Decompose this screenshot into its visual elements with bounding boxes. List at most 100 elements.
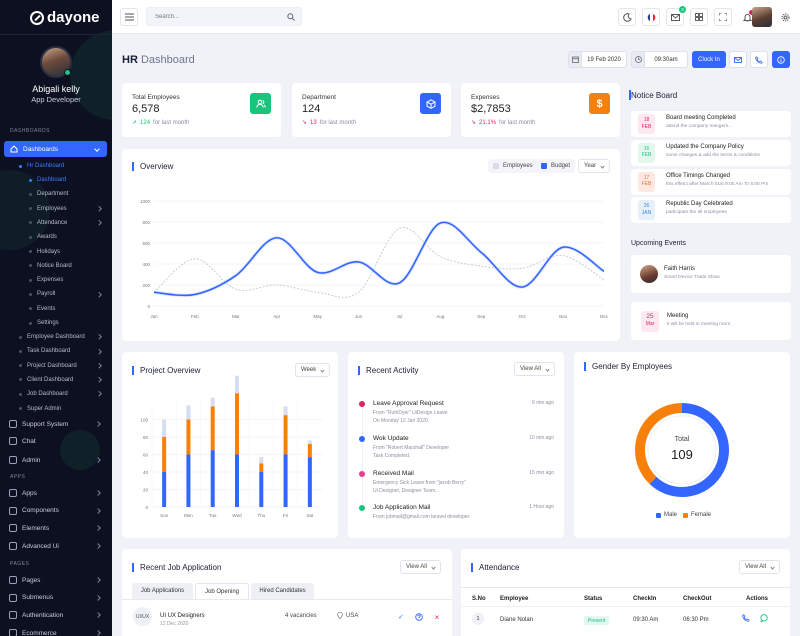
- job-title[interactable]: UI UX Designers: [160, 613, 205, 619]
- sidebar-subitem[interactable]: Holidays: [0, 246, 112, 258]
- time-field[interactable]: 09:30am: [631, 51, 688, 68]
- sidebar-item[interactable]: Admin: [0, 452, 112, 468]
- close-icon[interactable]: ×: [434, 612, 440, 622]
- notifications-button[interactable]: [738, 8, 756, 26]
- bullet-icon: [29, 321, 32, 325]
- sidebar-subitem[interactable]: Expenses: [0, 274, 112, 286]
- stat-card-expenses: Expenses $2,7853 ➘ 21.1% for last month $: [461, 83, 620, 137]
- sidebar-item[interactable]: Support System: [0, 416, 112, 432]
- sidebar-item[interactable]: Super Admin: [0, 403, 112, 415]
- stat-label: Total Employees: [132, 94, 180, 101]
- language-button[interactable]: [642, 8, 660, 26]
- settings-button[interactable]: [776, 8, 794, 26]
- sidebar-subitem[interactable]: Attendance: [0, 217, 112, 229]
- event-item[interactable]: 25 Mar Meeting it will be held in meeting…: [631, 302, 791, 340]
- tab-job-opening[interactable]: Job Opening: [195, 583, 249, 599]
- event-item[interactable]: Faith Harris Smart Device Trade Show: [631, 255, 791, 293]
- legend-budget[interactable]: Budget: [536, 159, 576, 173]
- clock-in-button[interactable]: Clock In: [692, 51, 726, 68]
- activity-time: 15 min ago: [529, 470, 554, 476]
- search-input[interactable]: [147, 8, 277, 25]
- notice-item[interactable]: 17 FEB Office Timings Changed this effetc…: [631, 168, 791, 195]
- chevron-right-icon: [95, 334, 101, 340]
- arrow-down-icon: ➘: [471, 120, 477, 126]
- home-icon: [10, 145, 18, 153]
- submenus-icon: [9, 593, 17, 602]
- employee-name[interactable]: Diane Nolan: [500, 617, 534, 623]
- tab-hired-candidates[interactable]: Hired Candidates: [251, 583, 314, 599]
- phone-icon: [755, 55, 763, 64]
- sidebar-subitem[interactable]: Events: [0, 303, 112, 315]
- sidebar-subitem[interactable]: Awards: [0, 231, 112, 243]
- sidebar-item[interactable]: Components: [0, 503, 112, 519]
- stat-value: $2,7853: [471, 103, 511, 115]
- view-all-dropdown[interactable]: View All: [739, 560, 780, 574]
- view-all-dropdown[interactable]: View All: [400, 560, 441, 574]
- fullscreen-button[interactable]: [714, 8, 732, 26]
- status-badge: Present: [584, 616, 610, 625]
- stat-value: 6,578: [132, 103, 160, 115]
- sidebar-item[interactable]: Authentication: [0, 607, 112, 623]
- x-tick-label: Feb: [191, 314, 199, 319]
- sidebar-item-hr-dashboard[interactable]: Hr Dashboard: [0, 160, 112, 172]
- sidebar-item[interactable]: Task Dashboard: [0, 345, 112, 357]
- sidebar-item[interactable]: Project Dashboard: [0, 360, 112, 372]
- timeline-line: [362, 402, 363, 510]
- event-date: 25 Mar: [641, 311, 659, 332]
- apps-icon: [9, 489, 17, 497]
- chevron-right-icon: [95, 377, 101, 383]
- notice-month: FEB: [641, 152, 652, 159]
- user-avatar[interactable]: [752, 7, 772, 27]
- week-filter-dropdown[interactable]: Week: [295, 363, 331, 377]
- phone-icon[interactable]: [742, 614, 750, 622]
- sidebar-subitem[interactable]: Notice Board: [0, 260, 112, 272]
- sidebar-subitem[interactable]: Settings: [0, 317, 112, 329]
- bullet-icon: [29, 192, 32, 196]
- sidebar-item[interactable]: Submenus: [0, 590, 112, 606]
- search-icon[interactable]: [287, 13, 295, 21]
- info-button[interactable]: [772, 51, 790, 68]
- mail-action-button[interactable]: [729, 51, 747, 68]
- notice-title: Office Timings Changed: [666, 172, 730, 179]
- call-action-button[interactable]: [750, 51, 768, 68]
- sidebar-item-dashboards[interactable]: Dashboards: [4, 141, 107, 157]
- sidebar-subitem[interactable]: Payroll: [0, 288, 112, 300]
- sidebar-subitem[interactable]: Employees: [0, 203, 112, 215]
- apps-grid-button[interactable]: [690, 8, 708, 26]
- sidebar-item[interactable]: Ecommerce: [0, 625, 112, 636]
- notice-item[interactable]: 18 FEB Board meeting Completed attend the…: [631, 111, 791, 137]
- sidebar-item[interactable]: Employee Dashboard: [0, 331, 112, 343]
- chat-icon[interactable]: [760, 614, 768, 622]
- brand-logo[interactable]: dayone: [30, 9, 100, 26]
- sidebar-subitem[interactable]: Dashboard: [0, 174, 112, 186]
- x-tick-label: Nov: [559, 314, 568, 319]
- avatar[interactable]: [40, 46, 72, 78]
- date-field[interactable]: 19 Feb 2020: [568, 51, 627, 68]
- sidebar-item-label: Admin: [22, 456, 41, 464]
- y-tick-label: 200: [142, 283, 150, 288]
- sidebar-item[interactable]: Pages: [0, 572, 112, 588]
- sidebar-item[interactable]: Chat: [0, 433, 112, 449]
- help-icon[interactable]: [413, 611, 425, 623]
- sidebar-item[interactable]: Elements: [0, 520, 112, 536]
- legend-employees[interactable]: Employees: [488, 159, 538, 173]
- stat-label: Department: [302, 94, 336, 101]
- sidebar-item[interactable]: Client Dashboard: [0, 374, 112, 386]
- tab-job-applications[interactable]: Job Applications: [132, 583, 193, 599]
- approve-icon[interactable]: ✓: [398, 614, 404, 621]
- bar-segment: [259, 463, 264, 472]
- view-all-dropdown[interactable]: View All: [514, 362, 555, 376]
- x-tick-label: Aug: [436, 314, 445, 319]
- year-filter-dropdown[interactable]: Year: [578, 159, 611, 173]
- dark-mode-button[interactable]: [618, 8, 636, 26]
- notice-item[interactable]: 16 FEB Updated the Company Policy some ch…: [631, 139, 791, 166]
- sidebar-subitem[interactable]: Department: [0, 188, 112, 200]
- sidebar-item[interactable]: Apps: [0, 485, 112, 501]
- arrow-down-icon: ➘: [302, 120, 308, 126]
- menu-toggle-button[interactable]: [120, 8, 138, 26]
- sidebar-item[interactable]: Job Dashboard: [0, 388, 112, 400]
- notice-item[interactable]: 26 JAN Republic Day Celebrated participat…: [631, 197, 791, 224]
- chevron-right-icon: [95, 206, 101, 212]
- sidebar-item[interactable]: Advanced Ui: [0, 538, 112, 554]
- messages-button[interactable]: 3: [666, 6, 686, 26]
